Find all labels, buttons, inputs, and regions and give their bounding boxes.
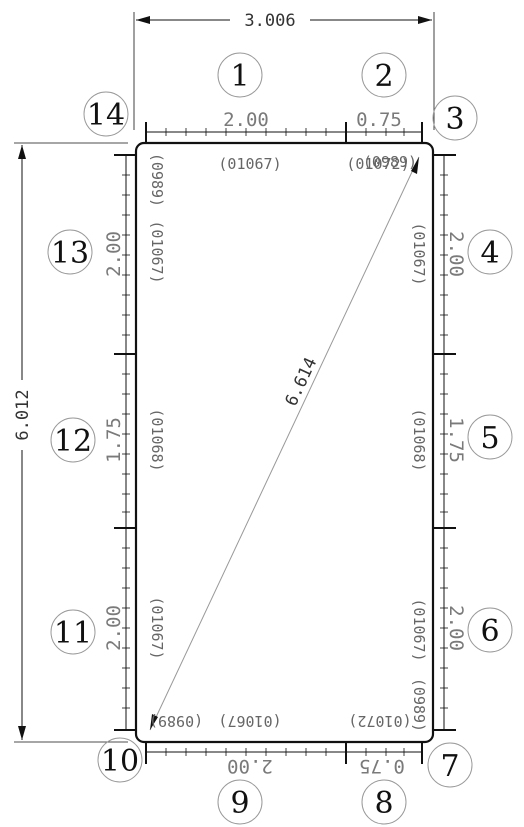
top-segment-line: 2.00 0.75: [145, 109, 423, 143]
diagonal-dimension: 6.614: [149, 156, 420, 731]
code-bottom-corner: (0989): [149, 712, 203, 730]
top-long-length: 2.00: [223, 109, 269, 131]
right-c-length: 2.00: [445, 605, 467, 651]
code-top-short-b: (0989): [363, 153, 417, 171]
diagonal-label: 6.614: [282, 354, 322, 409]
code-left-corner: (0989): [148, 153, 166, 207]
marker-11: 11: [54, 616, 92, 651]
code-right-b: (01068): [410, 408, 428, 471]
overall-height-dimension: 6.012: [13, 142, 128, 743]
marker-6: 6: [480, 614, 499, 649]
code-right-c: (01067): [410, 598, 428, 661]
code-top-long: (01067): [218, 155, 281, 173]
numbered-markers: 1 2 3 4 5 6 7 8 9 10 11 12 13 14: [47, 52, 513, 825]
marker-12: 12: [54, 424, 92, 459]
code-left-b: (01068): [148, 408, 166, 471]
right-segment-line: 2.00 1.75 2.00: [433, 154, 467, 731]
bottom-long-length: 2.00: [227, 755, 273, 777]
overall-width-dimension: 3.006: [133, 11, 435, 130]
overall-height-label: 6.012: [13, 389, 33, 440]
marker-10: 10: [101, 744, 139, 779]
left-a-length: 2.00: [103, 231, 125, 277]
code-bottom-short: (01072): [348, 712, 411, 730]
plate-outline: [134, 141, 435, 744]
marker-8: 8: [374, 786, 393, 821]
code-bottom-long: (01067): [218, 712, 281, 730]
right-b-length: 1.75: [445, 417, 467, 463]
code-left-c: (01067): [148, 596, 166, 659]
marker-5: 5: [480, 421, 499, 456]
marker-4: 4: [480, 236, 499, 271]
bottom-segment-line: 2.00 0.75: [145, 742, 423, 777]
marker-7: 7: [440, 749, 459, 784]
marker-14: 14: [87, 98, 125, 133]
code-left-a: (01067): [148, 220, 166, 283]
edge-codes: (01067) (01072) (0989) (0989) (01067) (0…: [148, 153, 428, 732]
marker-13: 13: [51, 236, 89, 271]
left-b-length: 1.75: [103, 417, 125, 463]
top-short-length: 0.75: [356, 109, 402, 131]
marker-3: 3: [445, 102, 464, 137]
code-top-short-a: (01072): [346, 155, 409, 173]
code-right-corner: (0989): [410, 678, 428, 732]
marker-2: 2: [374, 59, 393, 94]
marker-9: 9: [230, 786, 249, 821]
marker-1: 1: [230, 59, 249, 94]
right-a-length: 2.00: [445, 231, 467, 277]
overall-width-label: 3.006: [244, 11, 295, 31]
left-c-length: 2.00: [103, 605, 125, 651]
left-segment-line: 2.00 1.75 2.00: [103, 154, 136, 731]
bottom-short-length: 0.75: [359, 755, 405, 777]
code-right-a: (01067): [410, 222, 428, 285]
